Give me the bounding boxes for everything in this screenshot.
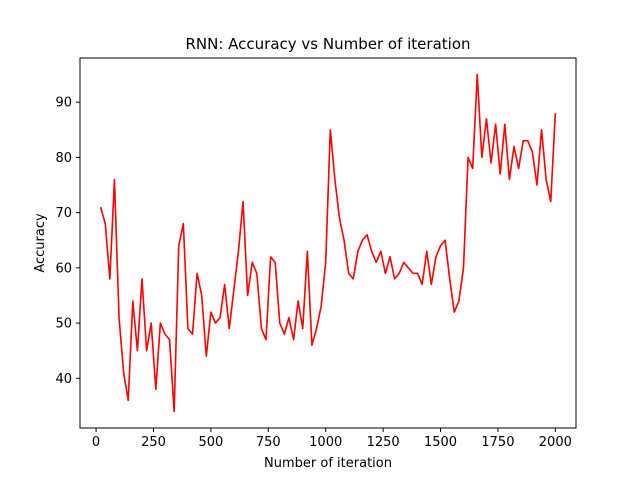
x-tick-label: 1000 <box>309 435 342 450</box>
x-tick-label: 1500 <box>424 435 457 450</box>
x-axis-label: Number of iteration <box>264 456 392 471</box>
x-tick-label: 1750 <box>481 435 514 450</box>
y-tick-label: 60 <box>55 261 72 276</box>
series-layer <box>99 73 557 413</box>
x-tick-label: 250 <box>141 435 166 450</box>
x-tick-label: 750 <box>256 435 281 450</box>
y-tick-label: 90 <box>55 96 72 111</box>
x-tick-label: 1250 <box>367 435 400 450</box>
y-axis-ticks: 40 50 60 70 80 90 <box>55 96 80 387</box>
x-tick-label: 2000 <box>539 435 572 450</box>
plot-area-frame <box>79 57 577 429</box>
y-tick-label: 70 <box>55 206 72 221</box>
series-line <box>99 73 557 413</box>
x-tick-label: 500 <box>198 435 223 450</box>
y-tick-label: 40 <box>55 372 72 387</box>
y-tick-label: 50 <box>55 317 72 332</box>
chart-title: RNN: Accuracy vs Number of iteration <box>185 35 470 53</box>
x-tick-label: 0 <box>92 435 100 450</box>
y-tick-label: 80 <box>55 151 72 166</box>
x-axis-ticks: 0 250 500 750 1000 1250 1500 1750 2000 <box>92 428 572 450</box>
y-axis-label: Accuracy <box>33 213 48 273</box>
